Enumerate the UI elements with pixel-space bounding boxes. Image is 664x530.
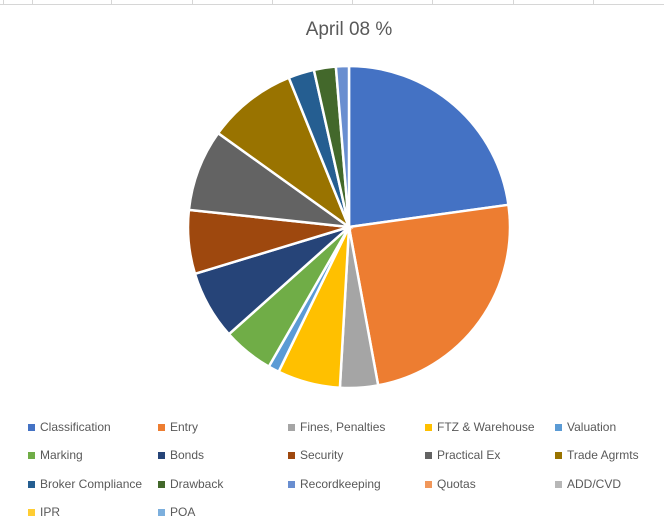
legend-marker-drawback — [158, 480, 165, 488]
legend-label: Entry — [170, 420, 199, 434]
legend-item-drawback[interactable]: Drawback — [158, 476, 223, 492]
legend-label: POA — [170, 505, 196, 519]
legend-marker-marking — [28, 451, 35, 459]
legend-label: Fines, Penalties — [300, 420, 386, 434]
legend-marker-add-cvd — [555, 480, 562, 488]
legend-label: ADD/CVD — [567, 477, 622, 491]
legend-item-security[interactable]: Security — [288, 447, 343, 463]
legend-label: Classification — [40, 420, 111, 434]
legend-item-add-cvd[interactable]: ADD/CVD — [555, 476, 621, 492]
legend-item-classification[interactable]: Classification — [28, 419, 111, 435]
chart-title: April 08 % — [305, 19, 393, 40]
legend-item-ipr[interactable]: IPR — [28, 504, 60, 520]
legend-label: FTZ & Warehouse — [437, 420, 535, 434]
legend-item-valuation[interactable]: Valuation — [555, 419, 616, 435]
legend-label: Marking — [40, 448, 83, 462]
legend-marker-broker-compliance — [28, 480, 35, 488]
legend-marker-valuation — [555, 423, 562, 431]
gridline-tick — [192, 0, 193, 4]
gridline-tick — [32, 0, 33, 4]
legend-item-broker-compliance[interactable]: Broker Compliance — [28, 476, 142, 492]
gridline-tick — [352, 0, 353, 4]
gridline-tick — [272, 0, 273, 4]
legend-label: Practical Ex — [437, 448, 501, 462]
legend-label: Drawback — [170, 477, 224, 491]
legend-label: Valuation — [567, 420, 617, 434]
pie-slice-trade-agrmts[interactable] — [216, 76, 352, 231]
legend-label: Recordkeeping — [300, 477, 381, 491]
gridline-tick — [111, 0, 112, 4]
legend-marker-ipr — [28, 508, 35, 516]
pie-slice-recordkeeping[interactable] — [334, 64, 351, 228]
legend-marker-recordkeeping — [288, 480, 295, 488]
legend-item-practical-ex[interactable]: Practical Ex — [425, 447, 500, 463]
legend-label: Security — [300, 448, 344, 462]
pie-chart — [186, 64, 512, 390]
legend-label: Bonds — [170, 448, 205, 462]
legend-item-marking[interactable]: Marking — [28, 447, 83, 463]
gridline-tick — [432, 0, 433, 4]
legend-item-entry[interactable]: Entry — [158, 419, 198, 435]
legend-label: Trade Agrmts — [567, 448, 639, 462]
legend-marker-practical-ex — [425, 451, 432, 459]
gridline-tick — [513, 0, 514, 4]
legend-marker-classification — [28, 423, 35, 431]
pie-slice-entry[interactable] — [347, 203, 512, 387]
gridline-tick — [593, 0, 594, 4]
legend-marker-entry — [158, 423, 165, 431]
legend-item-recordkeeping[interactable]: Recordkeeping — [288, 476, 381, 492]
legend-item-trade-agrmts[interactable]: Trade Agrmts — [555, 447, 639, 463]
pie-slice-classification[interactable] — [347, 64, 510, 229]
gridline-tick — [3, 0, 4, 4]
legend-label: Quotas — [437, 477, 476, 491]
legend-marker-bonds — [158, 451, 165, 459]
legend-marker-fines-penalties — [288, 423, 295, 431]
legend-label: Broker Compliance — [40, 477, 143, 491]
legend-item-quotas[interactable]: Quotas — [425, 476, 476, 492]
gridline-horizontal — [0, 4, 664, 5]
legend-item-bonds[interactable]: Bonds — [158, 447, 204, 463]
chart-legend: Classification Entry Fines, Penalties FTZ &… — [0, 410, 664, 530]
legend-item-poa[interactable]: POA — [158, 504, 195, 520]
legend-item-ftz-warehouse[interactable]: FTZ & Warehouse — [425, 419, 535, 435]
legend-marker-quotas — [425, 480, 432, 488]
legend-item-fines-penalties[interactable]: Fines, Penalties — [288, 419, 385, 435]
legend-label: IPR — [40, 505, 61, 519]
legend-marker-ftz-warehouse — [425, 423, 432, 431]
legend-marker-poa — [158, 508, 165, 516]
legend-marker-security — [288, 451, 295, 459]
legend-marker-trade-agrmts — [555, 451, 562, 459]
